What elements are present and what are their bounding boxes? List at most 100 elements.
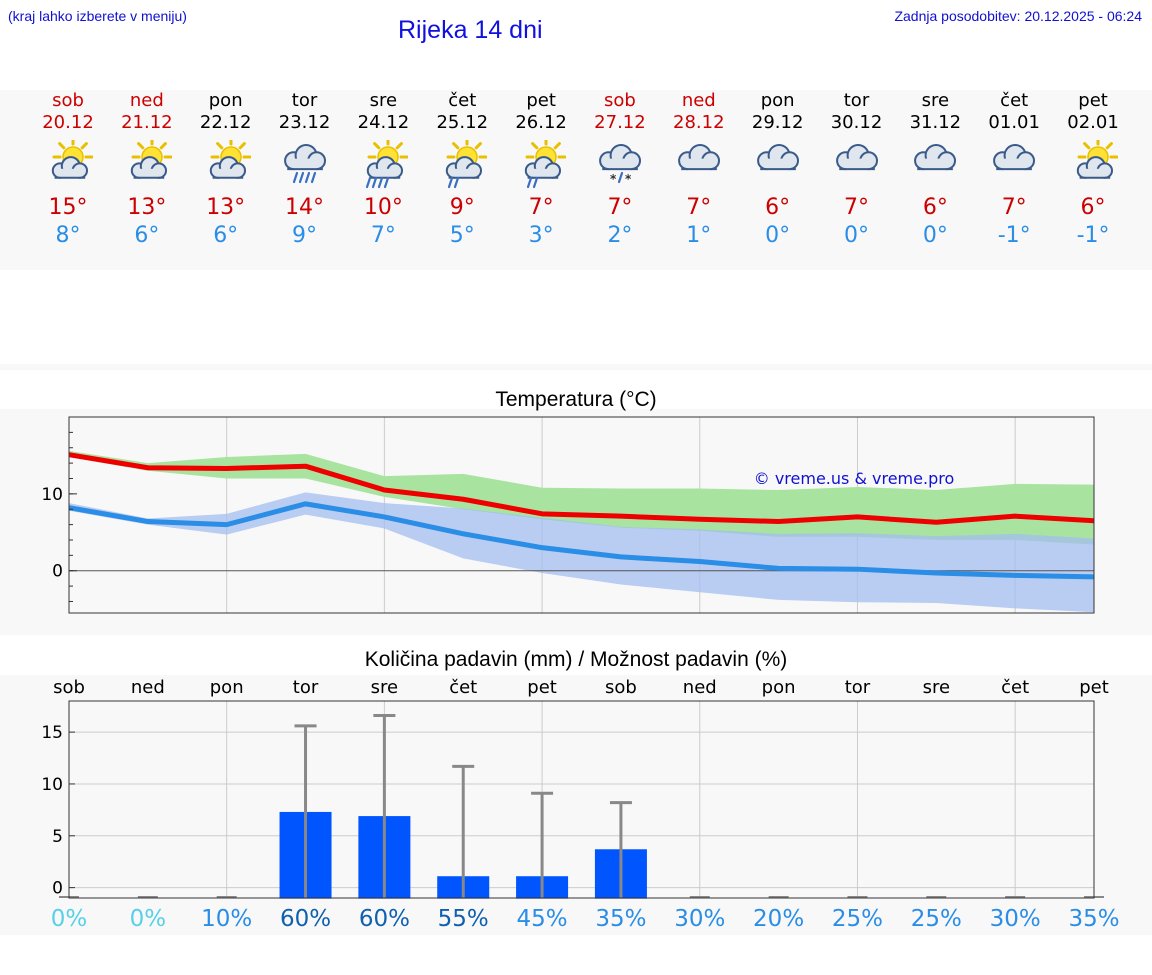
sleet-marks: * * <box>610 172 632 186</box>
day-label: sob <box>53 677 85 698</box>
day-date: 01.01 <box>988 112 1040 133</box>
cloud-icon <box>835 143 878 171</box>
sun-ray <box>159 142 167 150</box>
min-temperature: 3° <box>528 223 554 248</box>
sun-ray <box>1105 142 1113 150</box>
cloud-body <box>1085 168 1105 178</box>
cloud-body <box>454 168 475 178</box>
max-temperature: 13° <box>206 195 246 220</box>
min-temperature: 8° <box>55 223 81 248</box>
day-label: pon <box>762 677 796 698</box>
plot-area <box>69 701 1094 898</box>
precipitation-probability: 35% <box>595 906 646 932</box>
cloud-body <box>1002 158 1026 170</box>
cloud-body <box>217 168 238 178</box>
temperature-chart: 0 10 © vreme.us & vreme.pro <box>41 416 1095 614</box>
day-date: 29.12 <box>751 112 804 133</box>
day-name: pon <box>208 90 243 111</box>
max-temperature: 6° <box>765 195 791 220</box>
precipitation-probability: 25% <box>832 906 883 932</box>
max-temperature: 7° <box>686 195 712 220</box>
max-temperature: 15° <box>48 195 88 220</box>
day-label: sob <box>605 677 637 698</box>
sun-ray <box>373 142 381 150</box>
day-column: sob 20.12 15° 8° <box>28 90 108 250</box>
cloud-body <box>533 168 553 178</box>
day-name: sre <box>921 90 950 111</box>
min-temperature-line <box>68 501 1095 580</box>
day-column: čet 01.01 7° -1° <box>974 90 1054 250</box>
sun-ray <box>215 142 223 150</box>
rain-drops <box>526 176 539 189</box>
rain-drops <box>292 171 316 184</box>
cloud-body <box>766 158 790 170</box>
cloud-shape <box>367 156 404 179</box>
rain-drop <box>298 171 304 184</box>
day-label: čet <box>449 677 477 698</box>
max-temperature: 6° <box>922 195 948 220</box>
cloud-icon <box>756 143 799 171</box>
rain-drop <box>310 171 316 184</box>
day-name: sob <box>52 90 84 111</box>
precipitation-probability: 25% <box>911 906 962 932</box>
cloud-body <box>845 158 869 170</box>
cloud-rain-icon <box>283 143 326 184</box>
sun-cloud-icon <box>209 140 251 179</box>
min-temperature: -1° <box>997 223 1031 248</box>
cloud-shape <box>835 143 878 171</box>
y-tick-label: 10 <box>41 775 63 795</box>
cloud-shape <box>524 156 562 179</box>
rain-drop <box>448 176 454 189</box>
y-tick-label: 5 <box>52 827 63 847</box>
sun-cloud-light-rain-icon <box>446 140 488 189</box>
temperature-chart-title: Temperatura (°C) <box>495 388 657 411</box>
max-temperature-line <box>68 452 1095 525</box>
y-tick-label: 10 <box>41 485 63 505</box>
y-tick-label: 15 <box>41 723 63 743</box>
location-hint: (kraj lahko izberete v meniju) <box>8 8 187 24</box>
page-title: Rijeka 14 dni <box>398 16 543 44</box>
min-temperature: 6° <box>134 223 160 248</box>
max-temperature: 9° <box>449 195 475 220</box>
precipitation-chart-title: Količina padavin (mm) / Možnost padavin … <box>364 648 788 671</box>
sun-ray <box>474 142 483 150</box>
rain-drop <box>304 171 310 184</box>
day-name: pet <box>1078 90 1108 111</box>
rain-drop <box>532 176 539 189</box>
max-temperature: 14° <box>285 195 325 220</box>
day-name: sre <box>369 90 398 111</box>
min-temperature: 0° <box>844 223 869 248</box>
day-date: 28.12 <box>673 112 725 133</box>
day-date: 24.12 <box>357 112 410 133</box>
day-date: 31.12 <box>909 112 962 133</box>
day-column: ned 21.12 13° 6° <box>107 90 187 250</box>
max-temperature: 13° <box>127 195 167 220</box>
cloud-icon <box>993 143 1036 171</box>
min-temperature: -1° <box>1076 223 1110 248</box>
min-temperature: 9° <box>292 223 318 248</box>
day-name: sob <box>604 90 636 111</box>
precipitation-chart: sob ned pon tor sre čet pet sob ned pon tor sre čet p… <box>41 677 1119 932</box>
sun-cloud-light-rain-icon <box>524 140 567 189</box>
cloud-shape <box>283 143 326 171</box>
day-column: pon 22.12 13° 6° <box>186 90 266 250</box>
min-temperature: 1° <box>686 223 712 248</box>
cloud-shape <box>599 143 641 171</box>
sun-cloud-icon <box>1076 140 1119 179</box>
rain-drop <box>378 176 384 189</box>
snowflake: * <box>610 172 617 186</box>
precipitation-probability: 0% <box>130 906 167 932</box>
day-column: pet 02.01 6° -1° <box>1053 90 1133 250</box>
rain-drop <box>292 171 298 184</box>
sun-ray <box>396 142 404 150</box>
cloud-shape <box>1076 156 1114 179</box>
sun-cloud-icon <box>130 140 172 179</box>
day-date: 20.12 <box>42 112 94 133</box>
precipitation-probability: 30% <box>990 906 1041 932</box>
cloud-shape <box>209 156 246 179</box>
rain-drop <box>454 176 460 189</box>
day-label: pon <box>210 677 244 698</box>
rain-drops <box>448 176 460 189</box>
sun-ray <box>136 142 145 150</box>
cloud-body <box>293 158 317 170</box>
